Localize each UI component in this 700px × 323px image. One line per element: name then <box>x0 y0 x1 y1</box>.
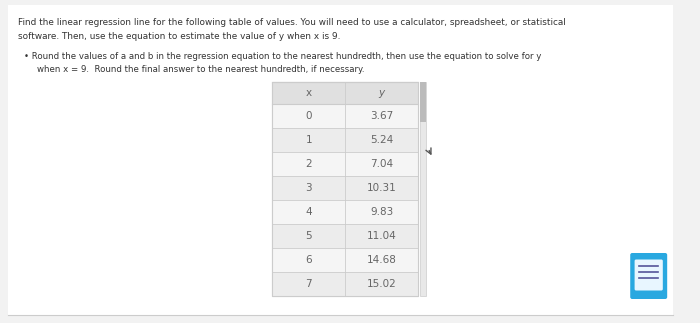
Text: 9.83: 9.83 <box>370 207 393 217</box>
Bar <box>420 82 426 296</box>
Text: 3: 3 <box>305 183 312 193</box>
Text: • Round the values of a and b in the regression equation to the nearest hundredt: • Round the values of a and b in the reg… <box>25 52 542 61</box>
Text: when x = 9.  Round the final answer to the nearest hundredth, if necessary.: when x = 9. Round the final answer to th… <box>37 65 365 74</box>
Bar <box>272 176 418 200</box>
Text: 7.04: 7.04 <box>370 159 393 169</box>
FancyBboxPatch shape <box>630 253 667 299</box>
Bar <box>272 272 418 296</box>
Bar <box>272 200 418 224</box>
Text: 2: 2 <box>305 159 312 169</box>
Text: x: x <box>306 88 312 98</box>
Text: software. Then, use the equation to estimate the value of y when x is 9.: software. Then, use the equation to esti… <box>18 32 340 41</box>
Bar <box>272 248 418 272</box>
Text: 1: 1 <box>305 135 312 145</box>
Text: 5: 5 <box>305 231 312 241</box>
Text: 4: 4 <box>305 207 312 217</box>
Text: y: y <box>379 88 385 98</box>
Text: 14.68: 14.68 <box>367 255 397 265</box>
Bar <box>272 82 418 296</box>
Bar <box>272 82 418 104</box>
Bar <box>420 82 426 122</box>
Text: 10.31: 10.31 <box>367 183 397 193</box>
Bar <box>272 128 418 152</box>
Text: Find the linear regression line for the following table of values. You will need: Find the linear regression line for the … <box>18 18 566 27</box>
Text: 15.02: 15.02 <box>367 279 397 289</box>
Bar <box>272 152 418 176</box>
Bar <box>272 224 418 248</box>
Text: 6: 6 <box>305 255 312 265</box>
Bar <box>272 82 418 296</box>
Text: 7: 7 <box>305 279 312 289</box>
FancyBboxPatch shape <box>635 259 663 290</box>
Text: 5.24: 5.24 <box>370 135 393 145</box>
Bar <box>272 104 418 128</box>
Text: 3.67: 3.67 <box>370 111 393 121</box>
Text: 11.04: 11.04 <box>367 231 397 241</box>
Text: 0: 0 <box>305 111 312 121</box>
